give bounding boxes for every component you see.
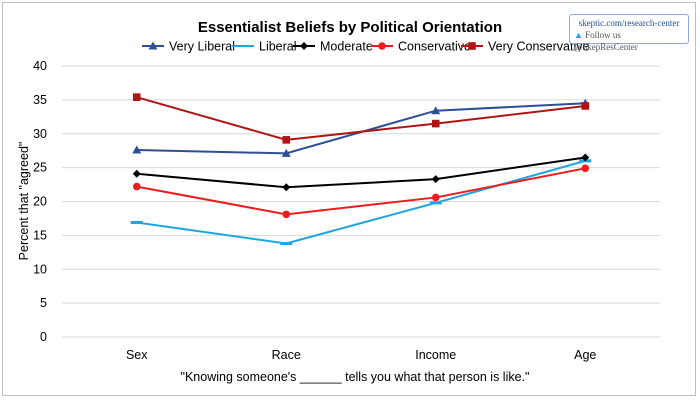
x-tick-label-age: Age xyxy=(574,348,596,362)
data-point-very-conservative xyxy=(581,102,590,110)
series-conservative xyxy=(132,164,590,219)
y-tick-label: 0 xyxy=(40,330,47,344)
credit-follow[interactable]: ▲ Follow us @SkepResCenter xyxy=(574,29,684,53)
legend-item-very-liberal[interactable]: Very Liberal xyxy=(142,40,235,54)
x-tick-label-income: Income xyxy=(415,348,456,362)
data-point-conservative xyxy=(431,193,440,202)
data-point-liberal xyxy=(130,221,143,225)
series-very-conservative xyxy=(132,93,590,144)
data-point-conservative xyxy=(581,164,590,173)
x-axis-ticks: Sex Race Income Age xyxy=(126,348,596,362)
credit-follow-text: Follow us @SkepResCenter xyxy=(574,30,638,52)
y-tick-label: 15 xyxy=(33,228,47,242)
y-tick-label: 35 xyxy=(33,93,47,107)
series-liberal xyxy=(130,159,592,246)
series-very-liberal xyxy=(132,98,590,157)
legend-item-liberal[interactable]: Liberal xyxy=(232,40,297,54)
legend-marker xyxy=(300,42,308,50)
data-point-conservative xyxy=(132,182,141,191)
data-point-very-liberal xyxy=(431,106,441,115)
chart-title: Essentialist Beliefs by Political Orient… xyxy=(198,19,502,36)
y-tick-label: 5 xyxy=(40,296,47,310)
series-group xyxy=(130,93,592,246)
data-point-liberal xyxy=(280,242,293,246)
data-point-very-conservative xyxy=(132,93,141,101)
series-moderate xyxy=(132,153,590,192)
y-axis-ticks: 0 5 10 15 20 25 30 35 40 xyxy=(33,59,47,344)
series-line-very-conservative xyxy=(136,96,586,141)
y-tick-label: 40 xyxy=(33,59,47,73)
legend-item-conservative[interactable]: Conservative xyxy=(371,40,471,54)
y-tick-label: 20 xyxy=(33,195,47,209)
series-line-liberal xyxy=(136,159,586,245)
series-line-conservative xyxy=(136,167,586,216)
legend-label: Moderate xyxy=(320,40,373,54)
legend-marker xyxy=(468,42,476,50)
legend-label: Very Liberal xyxy=(169,40,235,54)
data-point-moderate xyxy=(132,169,141,178)
legend-marker xyxy=(148,41,158,50)
credit-box: skeptic.com/research-center ▲ Follow us … xyxy=(569,14,689,52)
data-point-liberal xyxy=(429,201,442,205)
legend-item-moderate[interactable]: Moderate xyxy=(293,40,373,54)
gridlines xyxy=(62,65,660,338)
legend-label: Very Conservative xyxy=(488,40,589,54)
y-axis-label: Percent that "agreed" xyxy=(17,142,31,261)
series-line-moderate xyxy=(136,156,586,189)
twitter-icon: ▲ xyxy=(574,30,583,40)
x-tick-label-sex: Sex xyxy=(126,348,148,362)
data-point-very-conservative xyxy=(431,119,440,128)
legend-label: Liberal xyxy=(259,40,297,54)
legend-label: Conservative xyxy=(398,40,471,54)
legend-marker xyxy=(378,42,386,50)
data-point-conservative xyxy=(282,210,291,219)
legend: Very Liberal Liberal Moderate Conservative V… xyxy=(142,40,589,54)
x-axis-label: "Knowing someone's ______ tells you what… xyxy=(181,370,530,384)
credit-site[interactable]: skeptic.com/research-center xyxy=(578,18,680,28)
data-point-very-conservative xyxy=(282,136,291,144)
y-tick-label: 10 xyxy=(33,262,47,276)
x-tick-label-race: Race xyxy=(272,348,301,362)
chart-frame xyxy=(2,2,696,396)
data-point-very-liberal xyxy=(132,145,142,154)
data-point-moderate xyxy=(431,175,440,184)
y-tick-label: 25 xyxy=(33,161,47,175)
data-point-very-liberal xyxy=(281,148,291,157)
data-point-moderate xyxy=(282,183,291,192)
data-point-moderate xyxy=(581,153,590,162)
legend-item-very-conservative[interactable]: Very Conservative xyxy=(461,40,589,54)
series-line-very-liberal xyxy=(136,102,586,155)
y-tick-label: 30 xyxy=(33,127,47,141)
